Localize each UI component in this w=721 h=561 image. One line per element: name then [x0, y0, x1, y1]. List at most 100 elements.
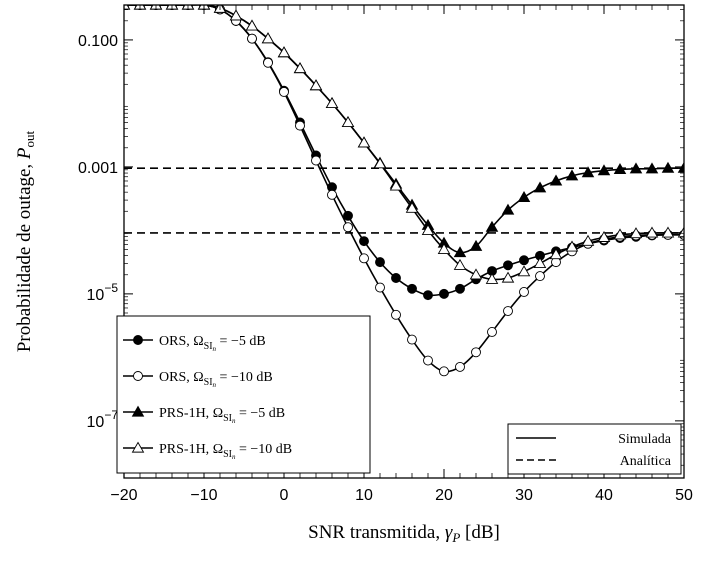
- open-circle-marker: [471, 347, 481, 358]
- open-triangle-marker: [645, 226, 659, 238]
- open-circle-marker: [247, 33, 257, 44]
- open-circle-marker: [343, 222, 353, 233]
- legend-line-label: Simulada: [618, 432, 672, 447]
- open-triangle-marker: [229, 9, 243, 21]
- open-triangle-marker: [261, 32, 275, 44]
- filled-circle-marker: [519, 255, 529, 266]
- x-tick-label: 30: [515, 487, 533, 504]
- open-circle-marker: [423, 355, 433, 366]
- open-circle-marker: [279, 87, 289, 97]
- open-circle-marker: [503, 306, 513, 316]
- open-triangle-marker: [245, 19, 259, 31]
- y-tick-label: 10−5: [87, 281, 119, 304]
- x-tick-label: 40: [595, 487, 613, 504]
- filled-triangle-marker: [581, 166, 595, 178]
- legend-line-label: Analítica: [620, 454, 672, 469]
- open-circle-marker: [295, 120, 305, 131]
- open-triangle-marker: [437, 243, 451, 255]
- open-circle-marker: [311, 155, 321, 166]
- open-triangle-marker: [421, 223, 435, 235]
- open-triangle-marker: [389, 179, 403, 191]
- open-triangle-marker: [357, 136, 371, 148]
- open-circle-marker: [535, 271, 545, 282]
- filled-triangle-marker: [485, 220, 499, 232]
- filled-triangle-marker: [517, 190, 531, 202]
- series-line-3: [124, 5, 684, 254]
- filled-triangle-marker: [131, 405, 145, 417]
- open-circle-marker: [327, 189, 337, 200]
- open-triangle-marker: [453, 258, 467, 270]
- open-circle-marker: [391, 309, 401, 320]
- open-triangle-marker: [131, 441, 145, 453]
- open-triangle-marker: [501, 271, 515, 283]
- open-triangle-marker: [565, 240, 579, 252]
- legend-series: ORS, ΩSIn = −5 dB ORS, ΩSIn = −10 dB PRS-1…: [116, 315, 371, 474]
- y-axis-title: Probabilidade de outage, Pout: [14, 130, 37, 352]
- x-tick-label: 50: [675, 487, 693, 504]
- open-triangle-marker: [517, 265, 531, 277]
- open-triangle-marker: [469, 268, 483, 280]
- plot-frame: [123, 4, 685, 479]
- open-triangle-marker: [661, 226, 675, 238]
- legend-entry-label: PRS-1H, ΩSIn = −5 dB: [159, 406, 285, 425]
- legend-series-box: [116, 315, 371, 474]
- filled-triangle-marker: [645, 162, 659, 174]
- legend-lines-box: [507, 423, 682, 475]
- filled-circle-marker: [439, 288, 449, 299]
- filled-circle-marker: [391, 273, 401, 283]
- filled-circle-marker: [407, 283, 417, 294]
- open-triangle-marker: [277, 46, 291, 58]
- open-triangle-marker: [597, 230, 611, 242]
- open-circle-marker: [519, 287, 529, 297]
- open-triangle-marker: [373, 157, 387, 169]
- series-line-1: [124, 5, 684, 297]
- open-triangle-marker: [341, 116, 355, 128]
- y-tick-label: 0.100: [78, 33, 118, 50]
- filled-circle-marker: [359, 236, 369, 247]
- open-circle-marker: [133, 371, 143, 381]
- open-triangle-marker: [325, 97, 339, 108]
- filled-triangle-marker: [533, 181, 547, 193]
- filled-circle-marker: [423, 290, 433, 301]
- legend-entry-label: ORS, ΩSIn = −5 dB: [159, 334, 266, 353]
- open-triangle-marker: [677, 226, 684, 238]
- filled-triangle-marker: [597, 164, 611, 176]
- legend-entry-label: ORS, ΩSIn = −10 dB: [159, 370, 273, 389]
- filled-triangle-marker: [549, 174, 563, 186]
- open-circle-marker: [359, 253, 369, 264]
- filled-triangle-marker: [629, 162, 643, 174]
- open-triangle-marker: [549, 248, 563, 260]
- filled-triangle-marker: [453, 246, 467, 258]
- filled-circle-marker: [375, 257, 385, 268]
- y-tick-label: 10−7: [87, 408, 119, 431]
- legend-line-types: Simulada Analítica: [507, 423, 682, 475]
- open-triangle-marker: [613, 228, 627, 240]
- open-triangle-marker: [581, 234, 595, 246]
- filled-triangle-marker: [565, 169, 579, 181]
- open-triangle-marker: [405, 201, 419, 213]
- open-triangle-marker: [309, 79, 323, 91]
- x-tick-label: −20: [110, 487, 137, 504]
- filled-triangle-marker: [661, 161, 675, 173]
- open-circle-marker: [439, 366, 449, 377]
- open-circle-marker: [455, 361, 465, 372]
- open-triangle-marker: [293, 62, 307, 74]
- filled-circle-marker: [343, 210, 353, 221]
- filled-circle-marker: [503, 260, 513, 271]
- x-axis-title: SNR transmitida, γP [dB]: [308, 522, 500, 545]
- x-tick-label: −10: [190, 487, 217, 504]
- filled-circle-marker: [133, 335, 143, 345]
- filled-circle-marker: [455, 283, 465, 294]
- filled-triangle-marker: [501, 203, 515, 215]
- open-circle-marker: [375, 282, 385, 293]
- open-circle-marker: [407, 334, 417, 345]
- filled-triangle-marker: [613, 163, 627, 175]
- open-circle-marker: [263, 57, 273, 68]
- y-tick-label: 0.001: [78, 160, 118, 177]
- x-tick-label: 10: [355, 487, 373, 504]
- open-triangle-marker: [124, 5, 131, 10]
- filled-triangle-marker: [469, 239, 483, 251]
- open-triangle-marker: [485, 272, 499, 284]
- x-tick-label: 0: [280, 487, 289, 504]
